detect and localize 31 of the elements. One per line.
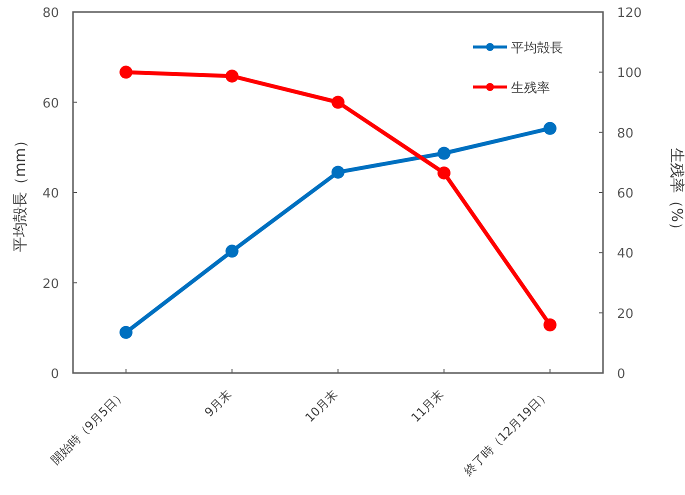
- point: [120, 66, 132, 79]
- y2-axis-title: 生残率（%）: [668, 148, 685, 238]
- y-tick-label: 20: [42, 276, 59, 292]
- y2-tick-label: 20: [617, 306, 634, 322]
- x-tick-label: 11月末: [408, 387, 446, 425]
- y2-tick-label: 0: [617, 367, 626, 382]
- x-tick-label: 終了時（12月19日）: [460, 387, 552, 479]
- y-tick-label: 80: [42, 6, 59, 21]
- y2-tick-label: 40: [617, 246, 634, 262]
- x-tick-label: 10月末: [302, 387, 340, 425]
- point: [332, 96, 344, 109]
- point: [226, 70, 238, 83]
- point: [332, 166, 344, 179]
- point: [438, 166, 450, 180]
- y-tick-label: 0: [50, 367, 59, 382]
- legend-label: 平均殻長: [511, 41, 563, 56]
- point: [544, 318, 556, 332]
- y2-tick-label: 80: [617, 126, 634, 142]
- x-tick-label: 開始時（9月5日）: [48, 387, 128, 468]
- y2-tick-label: 120: [617, 6, 642, 21]
- x-tick-label: 9月末: [202, 387, 234, 420]
- y-axis-title: 平均殻長（mm）: [11, 132, 29, 252]
- point: [120, 326, 132, 339]
- point: [438, 146, 450, 160]
- y2-tick-label: 100: [617, 66, 642, 82]
- y-tick-label: 40: [42, 186, 59, 202]
- point: [226, 244, 238, 258]
- y2-tick-label: 60: [617, 186, 634, 202]
- point: [544, 122, 556, 135]
- y-tick-label: 60: [42, 96, 59, 112]
- legend-label: 生残率: [511, 80, 550, 96]
